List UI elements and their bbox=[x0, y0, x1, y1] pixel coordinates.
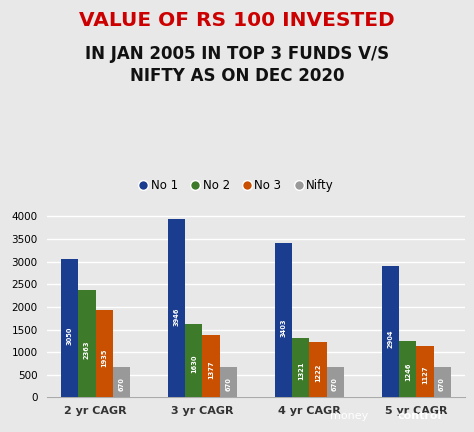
Text: 1935: 1935 bbox=[101, 349, 107, 367]
Bar bbox=[78, 290, 96, 397]
Bar bbox=[219, 367, 237, 397]
Bar bbox=[61, 259, 78, 397]
Text: 670: 670 bbox=[118, 377, 124, 391]
Text: 3946: 3946 bbox=[174, 308, 180, 326]
Bar bbox=[434, 367, 451, 397]
Bar bbox=[168, 219, 185, 397]
Text: 3403: 3403 bbox=[281, 319, 287, 337]
Text: 3050: 3050 bbox=[67, 326, 73, 344]
Text: VALUE OF RS 100 INVESTED: VALUE OF RS 100 INVESTED bbox=[79, 11, 395, 30]
Text: money: money bbox=[330, 411, 368, 421]
Text: 1321: 1321 bbox=[298, 361, 304, 380]
Bar bbox=[382, 266, 399, 397]
Text: 1127: 1127 bbox=[422, 365, 428, 384]
Bar bbox=[399, 341, 416, 397]
Text: 2363: 2363 bbox=[84, 340, 90, 359]
Text: IN JAN 2005 IN TOP 3 FUNDS V/S
NIFTY AS ON DEC 2020: IN JAN 2005 IN TOP 3 FUNDS V/S NIFTY AS … bbox=[85, 45, 389, 85]
Text: 1377: 1377 bbox=[208, 360, 214, 378]
Text: 1630: 1630 bbox=[191, 355, 197, 374]
Text: 670: 670 bbox=[225, 377, 231, 391]
Bar bbox=[96, 310, 113, 397]
Bar bbox=[327, 367, 344, 397]
Bar bbox=[202, 335, 219, 397]
Text: 670: 670 bbox=[332, 377, 338, 391]
Text: 1222: 1222 bbox=[315, 363, 321, 382]
Text: control: control bbox=[398, 411, 442, 421]
Bar bbox=[310, 342, 327, 397]
Bar bbox=[292, 338, 310, 397]
Bar bbox=[185, 324, 202, 397]
Text: 670: 670 bbox=[439, 377, 445, 391]
Bar bbox=[275, 243, 292, 397]
Legend: No 1, No 2, No 3, Nifty: No 1, No 2, No 3, Nifty bbox=[140, 179, 334, 192]
Text: 1246: 1246 bbox=[405, 363, 411, 381]
Bar bbox=[113, 367, 130, 397]
Bar bbox=[416, 346, 434, 397]
Text: 2904: 2904 bbox=[388, 329, 394, 348]
